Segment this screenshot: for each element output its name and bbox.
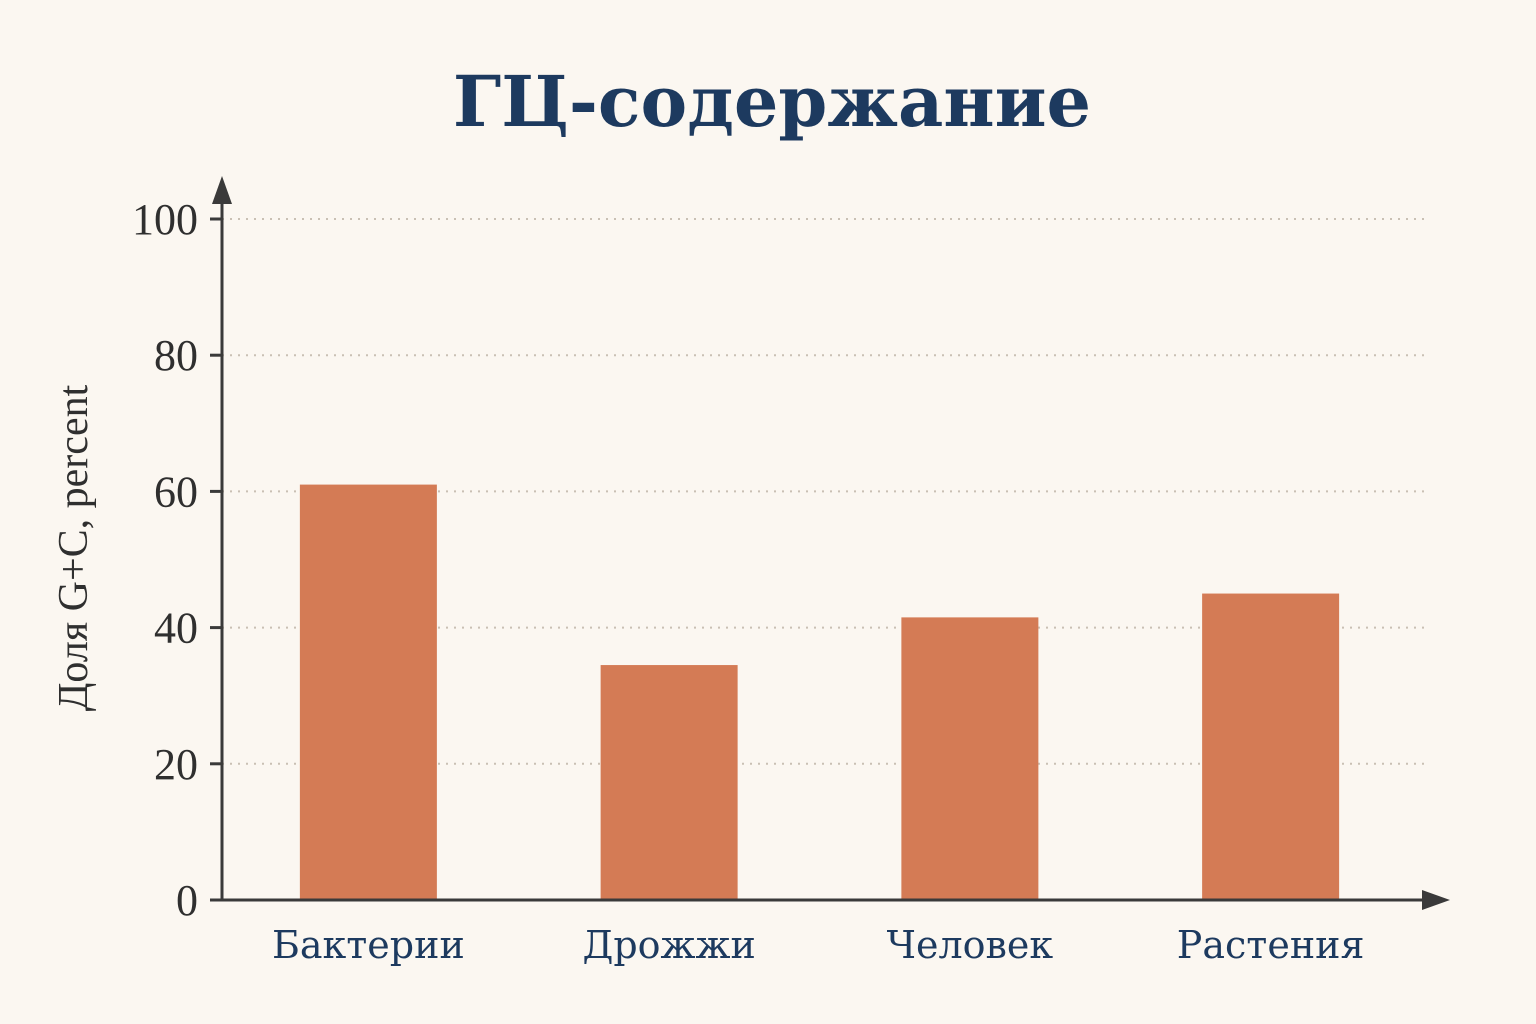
bar [901,617,1039,900]
y-tick-label: 0 [176,876,198,925]
bar [600,665,738,900]
x-category-label: Растения [1177,923,1365,967]
x-category-label: Дрожжи [582,923,755,967]
y-tick-label: 100 [132,195,198,244]
x-category-label: Бактерии [272,923,465,967]
x-axis-arrow [1422,890,1450,910]
bar [1202,593,1340,900]
y-ticks: 0 20 40 60 80 100 [132,195,222,925]
bar [299,484,437,900]
x-category-label: Человек [887,923,1054,967]
bars [299,484,1340,900]
y-axis-title: Доля G+C, percent [51,384,97,711]
axes [212,176,1450,910]
chart-title: ГЦ-содержание [453,60,1091,143]
y-axis-arrow [212,176,232,204]
x-category-labels: Бактерии Дрожжи Человек Растения [272,923,1364,967]
y-tick-label: 60 [154,467,198,516]
y-tick-label: 40 [154,604,198,653]
y-tick-label: 80 [154,331,198,380]
y-tick-label: 20 [154,740,198,789]
